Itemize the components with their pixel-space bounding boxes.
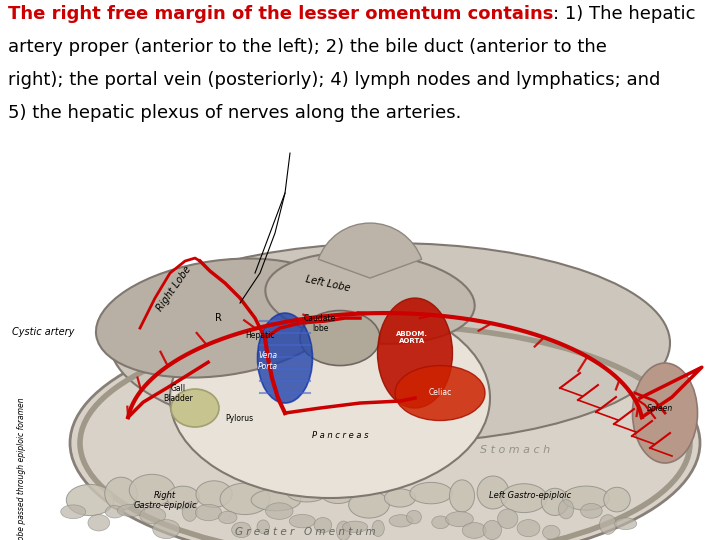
Ellipse shape: [110, 243, 670, 443]
Ellipse shape: [615, 518, 636, 530]
Ellipse shape: [384, 489, 415, 507]
Ellipse shape: [336, 521, 351, 540]
Ellipse shape: [66, 484, 114, 516]
Ellipse shape: [449, 480, 474, 512]
Ellipse shape: [541, 488, 569, 516]
Ellipse shape: [432, 516, 449, 529]
Ellipse shape: [171, 389, 219, 427]
Text: Probe passed through epiploic foramen: Probe passed through epiploic foramen: [17, 397, 27, 540]
Ellipse shape: [218, 511, 237, 524]
Ellipse shape: [483, 521, 502, 539]
Ellipse shape: [501, 484, 547, 512]
Text: Left Gastro-epiploic: Left Gastro-epiploic: [489, 491, 571, 500]
Ellipse shape: [257, 520, 269, 534]
Text: : 1) The hepatic: : 1) The hepatic: [554, 5, 696, 23]
Ellipse shape: [389, 515, 413, 527]
Ellipse shape: [195, 504, 222, 521]
Ellipse shape: [372, 520, 384, 537]
Ellipse shape: [105, 505, 125, 518]
Ellipse shape: [377, 298, 452, 408]
Ellipse shape: [182, 502, 197, 521]
Text: artery proper (anterior to the left); 2) the bile duct (anterior to the: artery proper (anterior to the left); 2)…: [8, 38, 607, 56]
Ellipse shape: [170, 298, 490, 498]
Text: R: R: [215, 313, 222, 323]
Ellipse shape: [167, 486, 199, 509]
Ellipse shape: [580, 503, 602, 518]
Text: Right Lobe: Right Lobe: [155, 264, 193, 313]
Ellipse shape: [232, 522, 251, 538]
Ellipse shape: [462, 523, 486, 538]
Ellipse shape: [300, 310, 380, 366]
Ellipse shape: [117, 504, 145, 516]
Text: Caudate
lobe: Caudate lobe: [304, 314, 336, 333]
Ellipse shape: [220, 483, 270, 515]
Ellipse shape: [604, 487, 630, 512]
Ellipse shape: [140, 507, 166, 524]
Text: 5) the hepatic plexus of nerves along the arteries.: 5) the hepatic plexus of nerves along th…: [8, 104, 462, 122]
Ellipse shape: [407, 510, 421, 524]
Ellipse shape: [632, 363, 698, 463]
Text: ABDOM.
AORTA: ABDOM. AORTA: [396, 331, 428, 344]
Ellipse shape: [196, 481, 232, 508]
Ellipse shape: [60, 505, 86, 518]
Ellipse shape: [266, 503, 293, 519]
Text: right); the portal vein (posteriorly); 4) lymph nodes and lymphatics; and: right); the portal vein (posteriorly); 4…: [8, 71, 660, 89]
Ellipse shape: [251, 489, 301, 511]
Ellipse shape: [319, 477, 357, 503]
Wedge shape: [318, 223, 422, 278]
Ellipse shape: [517, 519, 540, 537]
Text: S t o m a c h: S t o m a c h: [480, 445, 550, 455]
Ellipse shape: [446, 511, 473, 526]
Text: Pylorus: Pylorus: [225, 414, 253, 423]
Text: Right
Gastro-epiploic: Right Gastro-epiploic: [133, 491, 197, 510]
Ellipse shape: [70, 318, 700, 540]
Text: Celiac: Celiac: [428, 388, 451, 397]
Text: Hepatic: Hepatic: [245, 331, 274, 340]
Text: Porta: Porta: [258, 362, 278, 371]
Ellipse shape: [343, 521, 367, 532]
Ellipse shape: [266, 252, 474, 344]
Text: Vena: Vena: [258, 351, 277, 360]
Text: .: .: [250, 305, 253, 315]
Text: P a n c r e a s: P a n c r e a s: [312, 431, 368, 440]
Text: Cystic artery: Cystic artery: [12, 327, 74, 337]
Ellipse shape: [395, 366, 485, 421]
Ellipse shape: [287, 483, 327, 502]
Ellipse shape: [289, 515, 315, 528]
Ellipse shape: [258, 313, 312, 403]
Ellipse shape: [104, 477, 138, 510]
Ellipse shape: [153, 519, 180, 538]
Ellipse shape: [314, 517, 332, 532]
Ellipse shape: [498, 509, 518, 529]
Text: G r e a t e r   O m e n t u m: G r e a t e r O m e n t u m: [235, 527, 375, 537]
Ellipse shape: [129, 474, 175, 506]
Text: Spleen: Spleen: [647, 404, 673, 413]
Text: The right free margin of the lesser omentum contains: The right free margin of the lesser omen…: [8, 5, 554, 23]
Ellipse shape: [558, 500, 574, 519]
Ellipse shape: [477, 476, 509, 509]
Ellipse shape: [600, 515, 616, 534]
Ellipse shape: [96, 259, 344, 377]
Ellipse shape: [410, 482, 452, 504]
Ellipse shape: [562, 486, 609, 510]
Ellipse shape: [543, 525, 560, 539]
Ellipse shape: [88, 515, 109, 531]
Ellipse shape: [348, 491, 390, 518]
Text: Gall
Bladder: Gall Bladder: [163, 383, 193, 403]
Text: Left Lobe: Left Lobe: [305, 274, 351, 293]
